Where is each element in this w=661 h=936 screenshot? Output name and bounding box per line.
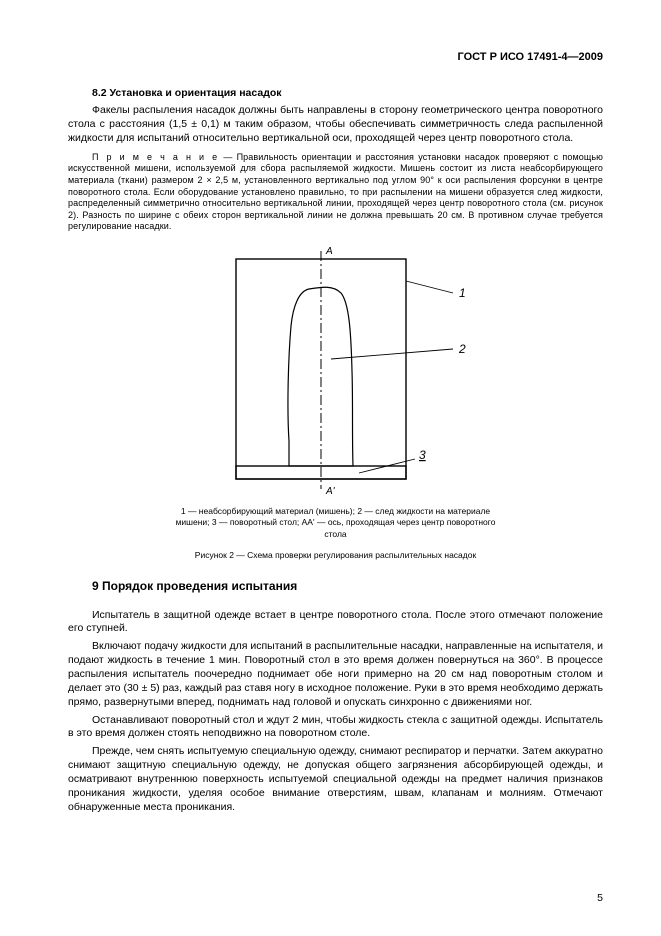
heading-9: 9 Порядок проведения испытания xyxy=(68,579,603,595)
callout-2: 2 xyxy=(458,342,466,356)
document-id: ГОСТ Р ИСО 17491-4—2009 xyxy=(68,50,603,65)
callout-1: 1 xyxy=(459,286,466,300)
paragraph: Останавливают поворотный стол и ждут 2 м… xyxy=(68,714,603,742)
figure-svg: A A' 1 2 3 xyxy=(191,241,481,496)
paragraph: Факелы распыления насадок должны быть на… xyxy=(68,104,603,146)
figure-2: A A' 1 2 3 1 — неабсорбирующий материал … xyxy=(68,241,603,561)
page: ГОСТ Р ИСО 17491-4—2009 8.2 Установка и … xyxy=(0,0,661,936)
figure-title: Рисунок 2 — Схема проверки регулирования… xyxy=(176,550,496,561)
note: П р и м е ч а н и е — Правильность ориен… xyxy=(68,152,603,233)
note-body: — Правильность ориентации и расстояния у… xyxy=(68,152,603,231)
paragraph: Включают подачу жидкости для испытаний в… xyxy=(68,640,603,709)
paragraph: Испытатель в защитной одежде встает в це… xyxy=(68,609,603,637)
note-label: П р и м е ч а н и е xyxy=(92,152,219,162)
label-A: A xyxy=(325,246,333,257)
page-number: 5 xyxy=(597,892,603,906)
callout-3: 3 xyxy=(419,448,426,462)
paragraph: Прежде, чем снять испытуемую специальную… xyxy=(68,745,603,814)
heading-8-2: 8.2 Установка и ориентация насадок xyxy=(68,87,603,101)
label-A-prime: A' xyxy=(325,486,336,496)
figure-caption: 1 — неабсорбирующий материал (мишень); 2… xyxy=(176,506,496,539)
